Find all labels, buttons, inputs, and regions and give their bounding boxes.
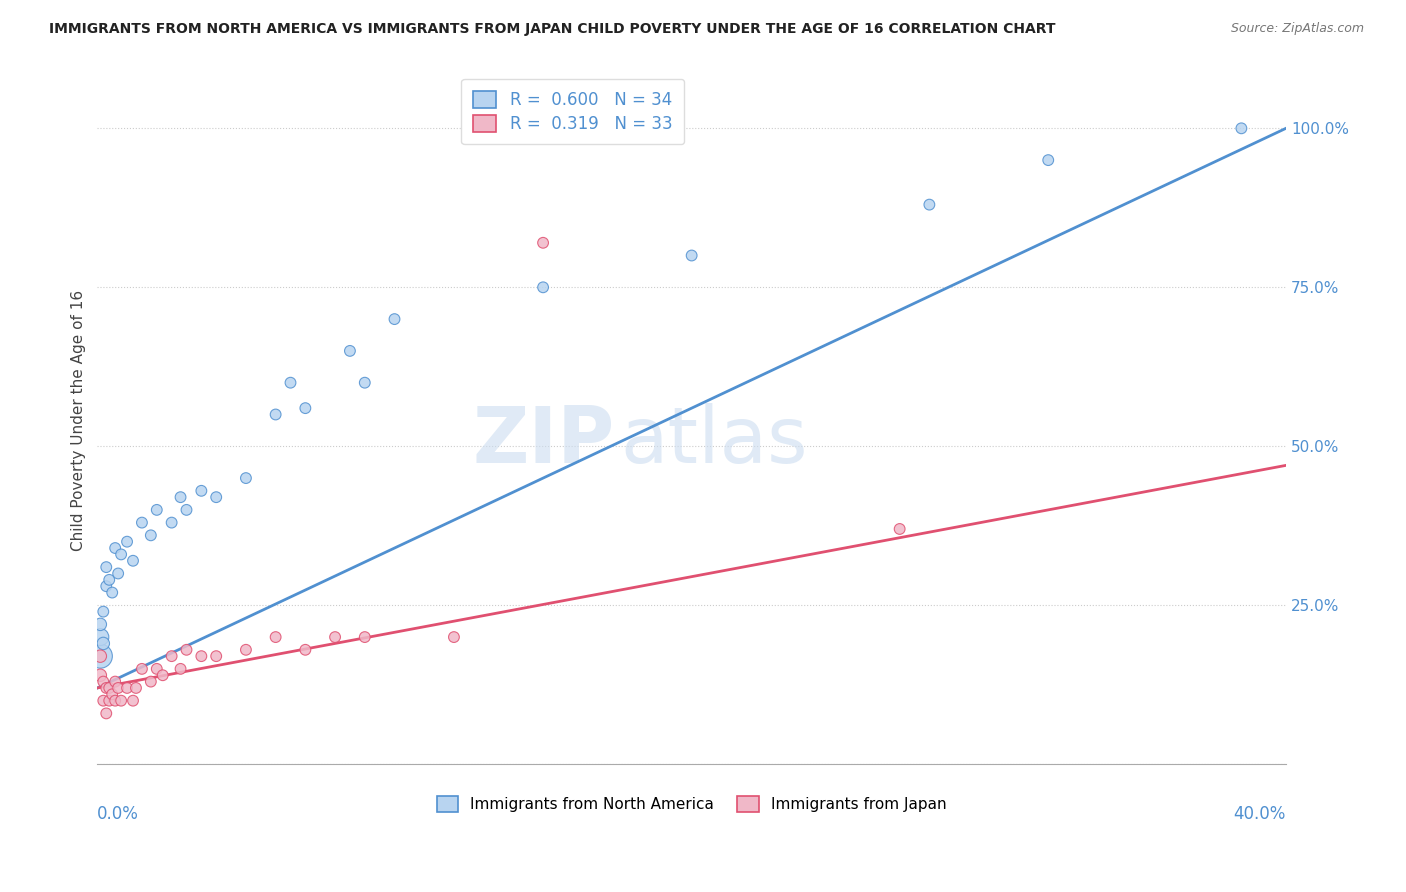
Point (205, 649, 228, 664)
Point (139, 528, 162, 542)
Point (190, 483, 212, 498)
Point (122, 554, 145, 568)
Point (169, 490, 191, 504)
Point (169, 662, 191, 676)
Point (125, 681, 148, 695)
Point (96, 560, 118, 574)
Point (107, 566, 129, 581)
Point (104, 694, 127, 708)
Point (122, 694, 145, 708)
Point (98, 694, 121, 708)
Point (353, 630, 375, 644)
Point (115, 534, 138, 549)
Point (139, 674, 162, 689)
Point (264, 408, 287, 422)
Point (323, 630, 346, 644)
Point (91, 674, 114, 689)
Point (98, 573, 121, 587)
Point (101, 687, 124, 701)
Text: atlas: atlas (620, 403, 808, 480)
Point (681, 248, 703, 262)
Point (146, 662, 169, 676)
Point (91, 605, 114, 619)
Legend: Immigrants from North America, Immigrants from Japan: Immigrants from North America, Immigrant… (430, 790, 953, 819)
Point (110, 548, 132, 562)
Text: IMMIGRANTS FROM NORTH AMERICA VS IMMIGRANTS FROM JAPAN CHILD POVERTY UNDER THE A: IMMIGRANTS FROM NORTH AMERICA VS IMMIGRA… (49, 22, 1056, 37)
Point (160, 516, 183, 530)
Point (146, 503, 169, 517)
Point (91, 636, 114, 650)
Point (294, 642, 316, 657)
Text: 40.0%: 40.0% (1233, 805, 1286, 823)
Point (89, 649, 111, 664)
Point (89, 630, 111, 644)
Point (353, 376, 375, 390)
Point (104, 541, 127, 555)
Text: 0.0%: 0.0% (97, 805, 139, 823)
Point (101, 585, 124, 599)
Point (131, 516, 153, 530)
Point (89, 649, 111, 664)
Point (89, 668, 111, 682)
Point (115, 681, 138, 695)
Point (107, 681, 129, 695)
Point (1038, 153, 1060, 167)
Point (235, 471, 257, 485)
Text: Source: ZipAtlas.com: Source: ZipAtlas.com (1230, 22, 1364, 36)
Point (280, 376, 302, 390)
Point (294, 401, 316, 416)
Point (89, 617, 111, 632)
Point (160, 649, 183, 664)
Point (98, 681, 121, 695)
Y-axis label: Child Poverty Under the Age of 16: Child Poverty Under the Age of 16 (72, 290, 86, 551)
Point (384, 312, 406, 326)
Point (339, 343, 361, 358)
Point (110, 694, 132, 708)
Point (190, 649, 212, 664)
Point (176, 642, 198, 657)
Text: ZIP: ZIP (472, 403, 614, 480)
Point (1230, 121, 1253, 136)
Point (531, 280, 554, 294)
Point (889, 522, 911, 536)
Point (918, 197, 941, 211)
Point (152, 668, 174, 682)
Point (96, 706, 118, 721)
Point (205, 490, 228, 504)
Point (131, 662, 153, 676)
Point (443, 630, 465, 644)
Point (96, 681, 118, 695)
Point (96, 579, 118, 593)
Point (176, 503, 198, 517)
Point (235, 642, 257, 657)
Point (264, 630, 287, 644)
Point (531, 235, 554, 250)
Point (104, 674, 127, 689)
Point (91, 694, 114, 708)
